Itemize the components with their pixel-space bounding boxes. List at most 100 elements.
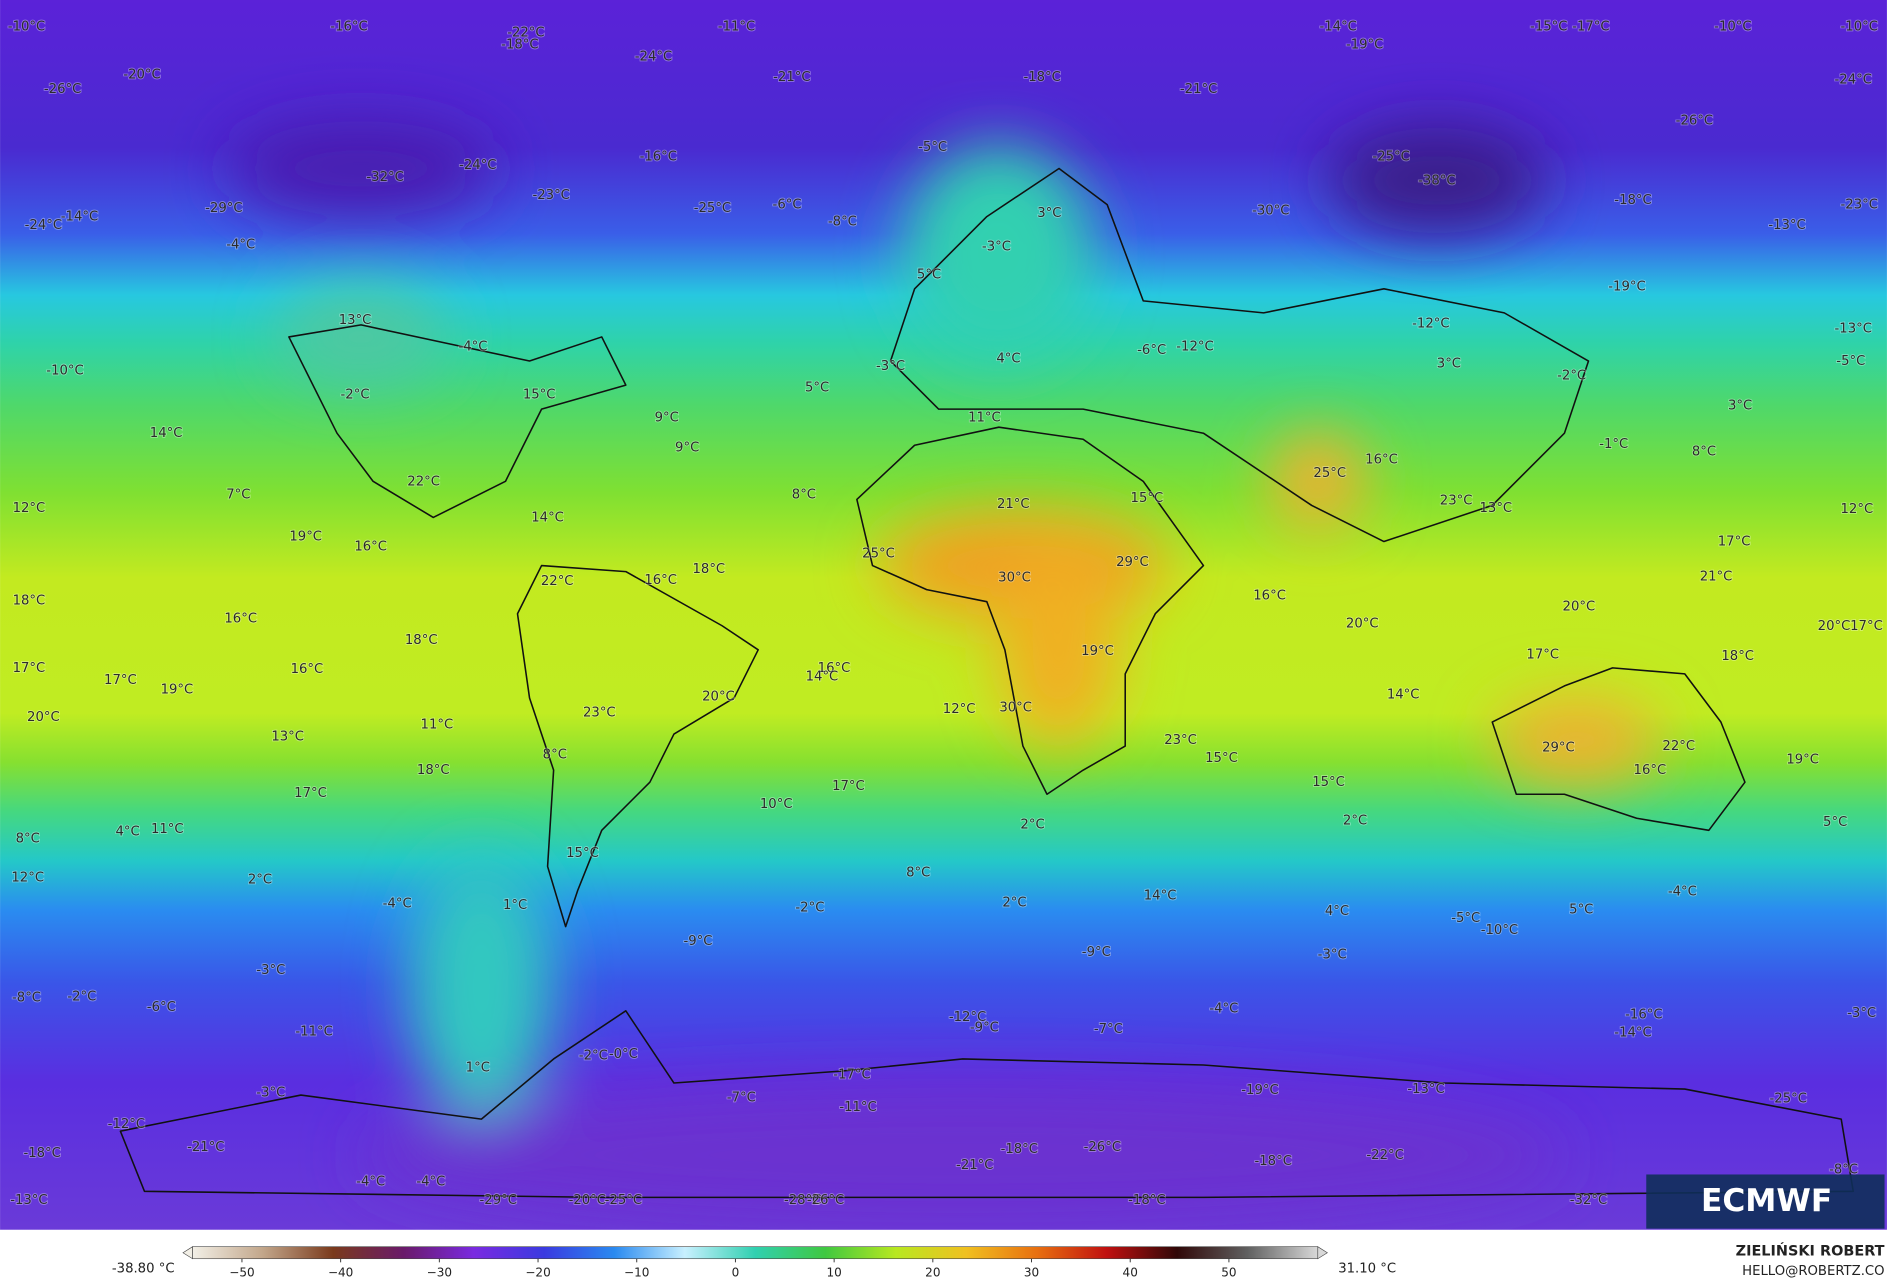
temperature-label: -5°C [1836, 354, 1865, 369]
temperature-label: 12°C [11, 870, 44, 885]
temperature-label: 7°C [226, 488, 250, 503]
temperature-label: -4°C [356, 1175, 385, 1190]
temperature-label: -29°C [205, 201, 242, 216]
temperature-label: 17°C [832, 779, 865, 794]
temperature-label: 19°C [1786, 752, 1819, 767]
temperature-label: 4°C [996, 352, 1020, 367]
temperature-label: 1°C [503, 898, 527, 913]
temperature-label: -6°C [773, 198, 802, 213]
temperature-label: 8°C [1692, 444, 1716, 459]
temperature-label: 13°C [271, 729, 304, 744]
temperature-label: 2°C [1002, 896, 1026, 911]
temperature-label: 3°C [1437, 356, 1461, 371]
temperature-label: 15°C [1205, 751, 1238, 766]
temperature-label: -3°C [1847, 1006, 1876, 1021]
temperature-label: -2°C [579, 1048, 608, 1063]
temperature-label: -24°C [635, 50, 672, 65]
temperature-label: 19°C [289, 530, 322, 545]
temperature-label: 25°C [862, 547, 895, 562]
temperature-label: -2°C [1557, 368, 1586, 383]
temperature-label: 2°C [248, 873, 272, 888]
temperature-label: -19°C [1346, 38, 1383, 53]
temperature-label: 5°C [1823, 815, 1847, 830]
temperature-label: -4°C [1668, 885, 1697, 900]
temperature-label: -10°C [46, 364, 83, 379]
temperature-label: -38°C [1418, 174, 1455, 189]
temperature-label: -24°C [1835, 72, 1872, 87]
temperature-label: 8°C [906, 865, 930, 880]
temperature-label: 16°C [354, 539, 387, 554]
temperature-label: -16°C [640, 149, 677, 164]
colorbar-tick-label: 50 [1221, 1266, 1236, 1280]
temperature-label: -12°C [949, 1010, 986, 1025]
temperature-label: 14°C [1387, 687, 1420, 702]
temperature-label: -7°C [727, 1090, 756, 1105]
temperature-label: -2°C [67, 989, 96, 1004]
temperature-label: 19°C [1081, 644, 1114, 659]
temperature-label: 30°C [998, 571, 1031, 586]
logo: ECMWF [1701, 1183, 1832, 1219]
temperature-label: -26°C [807, 1193, 844, 1208]
temperature-label: -18°C [1614, 193, 1651, 208]
temperature-label: 4°C [115, 825, 139, 840]
temperature-label: -2°C [341, 388, 370, 403]
colorbar-min: -38.80 °C [112, 1261, 175, 1276]
temperature-label: 3°C [1037, 206, 1061, 221]
temperature-label: 8°C [543, 748, 567, 763]
colorbar-tick-label: −20 [525, 1266, 550, 1280]
temperature-label: 5°C [917, 267, 941, 282]
temperature-label: 29°C [1116, 555, 1149, 570]
temperature-label: 17°C [104, 673, 137, 688]
temperature-label: 2°C [1020, 817, 1044, 832]
temperature-label: 29°C [1542, 740, 1575, 755]
temperature-label: 14°C [1144, 888, 1177, 903]
temperature-label: 22°C [541, 574, 574, 589]
temperature-label: 21°C [1700, 569, 1733, 584]
temperature-label: -19°C [1608, 279, 1645, 294]
temperature-label: -5°C [1451, 911, 1480, 926]
temperature-label: -12°C [1412, 317, 1449, 332]
temperature-label: 23°C [1440, 494, 1473, 509]
temperature-label: -3°C [876, 359, 905, 374]
temperature-label: 13°C [339, 313, 372, 328]
temperature-label: -21°C [773, 70, 810, 85]
temperature-label: -7°C [1094, 1022, 1123, 1037]
coastlines [119, 167, 1855, 1199]
temperature-label: -18°C [501, 38, 538, 53]
temperature-label: -18°C [1001, 1142, 1038, 1157]
temperature-label: -9°C [683, 934, 712, 949]
temperature-field [228, 120, 1661, 1228]
temperature-label: 16°C [818, 661, 851, 676]
temperature-label: 17°C [1718, 535, 1751, 550]
temperature-label: -18°C [23, 1146, 60, 1161]
temperature-label: 8°C [792, 488, 816, 503]
temperature-label: -16°C [1625, 1007, 1662, 1022]
temperature-label: -30°C [1252, 204, 1289, 219]
colorbar-tick-label: 30 [1024, 1266, 1039, 1280]
temperature-label: -25°C [1770, 1092, 1807, 1107]
temperature-label: -13°C [1835, 322, 1872, 337]
temperature-label: -26°C [1084, 1140, 1121, 1155]
logo-box [1646, 1174, 1885, 1229]
temperature-label: -32°C [1570, 1193, 1607, 1208]
colorbar: −50 −40 −30 −20 −10 0 10 20 30 40 50 [182, 1246, 1328, 1280]
temperature-label: -21°C [1180, 82, 1217, 97]
temperature-label: 20°C [702, 690, 735, 705]
temperature-label: -8°C [12, 991, 41, 1006]
temperature-label: -11°C [295, 1024, 332, 1039]
temperature-label: -18°C [1023, 70, 1060, 85]
temperature-label: 2°C [1343, 814, 1367, 829]
temperature-label: -4°C [383, 897, 412, 912]
temperature-label: -29°C [480, 1193, 517, 1208]
temperature-label: 12°C [943, 702, 976, 717]
temperature-label: -3°C [1318, 947, 1347, 962]
temperature-label: -0°C [609, 1047, 638, 1062]
temperature-label: 13°C [1480, 501, 1513, 516]
temperature-label: 17°C [13, 661, 46, 676]
temperature-label: 5°C [1569, 903, 1593, 918]
temperature-label: -14°C [1614, 1025, 1651, 1040]
temperature-label: -3°C [982, 240, 1011, 255]
temperature-label: -3°C [256, 963, 285, 978]
temperature-label: 18°C [693, 562, 726, 577]
